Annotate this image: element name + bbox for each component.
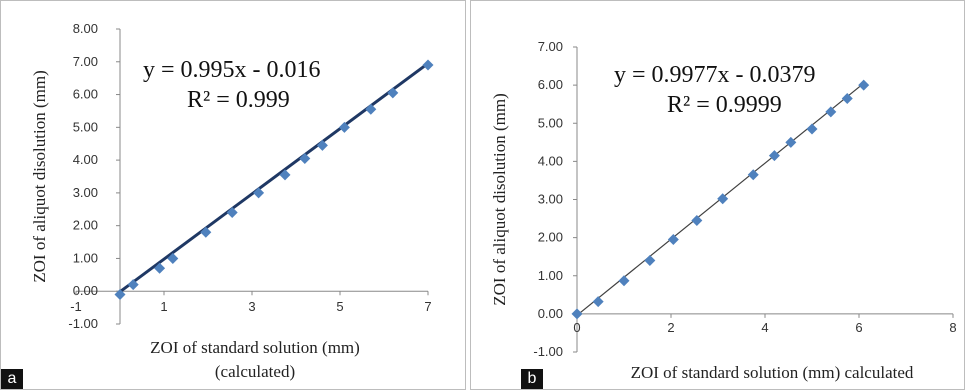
x-tick-label: 6 bbox=[855, 320, 862, 335]
y-tick-label: 2.00 bbox=[538, 230, 563, 245]
y-tick-label: 1.00 bbox=[73, 250, 98, 265]
trendline bbox=[119, 62, 429, 293]
data-point bbox=[571, 308, 583, 320]
r-squared: R² = 0.999 bbox=[187, 87, 290, 113]
x-axis-title-line2: (calculated) bbox=[215, 362, 295, 381]
y-tick-label: -1.00 bbox=[68, 316, 98, 331]
data-point bbox=[747, 169, 759, 181]
data-point bbox=[200, 226, 212, 238]
data-point bbox=[167, 252, 179, 264]
y-tick-label: 0.00 bbox=[73, 283, 98, 298]
data-point bbox=[387, 87, 399, 99]
x-tick-label: 8 bbox=[949, 320, 956, 335]
y-tick-label: 7.00 bbox=[538, 39, 563, 54]
panel-label-b: b bbox=[521, 369, 543, 389]
x-axis-title: ZOI of standard solution (mm) calculated bbox=[631, 363, 914, 382]
data-point bbox=[618, 275, 630, 287]
data-point bbox=[226, 207, 238, 219]
y-tick-label: 4.00 bbox=[538, 153, 563, 168]
data-point bbox=[717, 193, 729, 205]
y-tick-label: 6.00 bbox=[73, 87, 98, 102]
data-point bbox=[768, 150, 780, 162]
r-squared: R² = 0.9999 bbox=[667, 92, 782, 118]
chart-panel-b: -1.00 0.00 1.00 2.00 3.00 4.00 5.00 6.00 7.00 0 2 4… bbox=[470, 0, 965, 390]
y-tick-label: 8.00 bbox=[73, 21, 98, 36]
data-point bbox=[592, 296, 604, 308]
data-point bbox=[316, 139, 328, 151]
chart-b-svg: -1.00 0.00 1.00 2.00 3.00 4.00 5.00 6.00 7.00 0 2 4… bbox=[490, 39, 957, 382]
data-point bbox=[253, 187, 265, 199]
y-tick-label: 7.00 bbox=[73, 54, 98, 69]
y-tick-label: 5.00 bbox=[538, 115, 563, 130]
x-axis-title: ZOI of standard solution (mm) bbox=[150, 338, 360, 357]
x-tick-label: 5 bbox=[336, 299, 343, 314]
y-tick-label: -1.00 bbox=[533, 344, 563, 359]
trend-equation: y = 0.995x - 0.016 bbox=[143, 57, 321, 83]
data-point bbox=[691, 214, 703, 226]
panel-label-a: a bbox=[1, 369, 23, 389]
data-point bbox=[127, 279, 139, 291]
data-point bbox=[785, 136, 797, 148]
y-tick-label: 3.00 bbox=[538, 192, 563, 207]
data-point bbox=[279, 169, 291, 181]
x-tick-label: 2 bbox=[667, 320, 674, 335]
data-point bbox=[667, 234, 679, 246]
y-tick-label: 6.00 bbox=[538, 77, 563, 92]
y-axis-title: ZOI of aliquot disolution (mm) bbox=[30, 70, 49, 282]
data-point bbox=[299, 152, 311, 164]
y-tick-label: 4.00 bbox=[73, 152, 98, 167]
x-tick-label: 0 bbox=[573, 320, 580, 335]
y-axis-title: ZOI of aliquot disolution (mm) bbox=[490, 93, 509, 305]
chart-panel-a: -1.00 0.00 1.00 2.00 3.00 4.00 5.00 6.00 7.00 8.0… bbox=[0, 0, 466, 390]
data-point bbox=[644, 255, 656, 266]
x-tick-label: 4 bbox=[761, 320, 768, 335]
data-point bbox=[154, 262, 166, 274]
y-tick-label: 0.00 bbox=[538, 306, 563, 321]
x-tick-label: 7 bbox=[424, 299, 431, 314]
data-point bbox=[422, 59, 434, 71]
data-point bbox=[114, 289, 126, 300]
data-point bbox=[858, 79, 870, 91]
data-point bbox=[841, 92, 853, 104]
trend-equation: y = 0.9977x - 0.0379 bbox=[614, 62, 816, 88]
chart-a-svg: -1.00 0.00 1.00 2.00 3.00 4.00 5.00 6.00 7.00 8.0… bbox=[30, 21, 434, 381]
y-tick-label: 5.00 bbox=[73, 119, 98, 134]
x-tick-label: 3 bbox=[248, 299, 255, 314]
x-tick-label: 1 bbox=[160, 299, 167, 314]
data-point bbox=[806, 123, 818, 135]
data-point bbox=[338, 121, 350, 133]
x-tick-label: -1 bbox=[70, 299, 82, 314]
y-tick-label: 3.00 bbox=[73, 185, 98, 200]
y-tick-label: 1.00 bbox=[538, 268, 563, 283]
data-point bbox=[365, 103, 377, 115]
data-point bbox=[825, 106, 837, 118]
y-tick-label: 2.00 bbox=[73, 218, 98, 233]
